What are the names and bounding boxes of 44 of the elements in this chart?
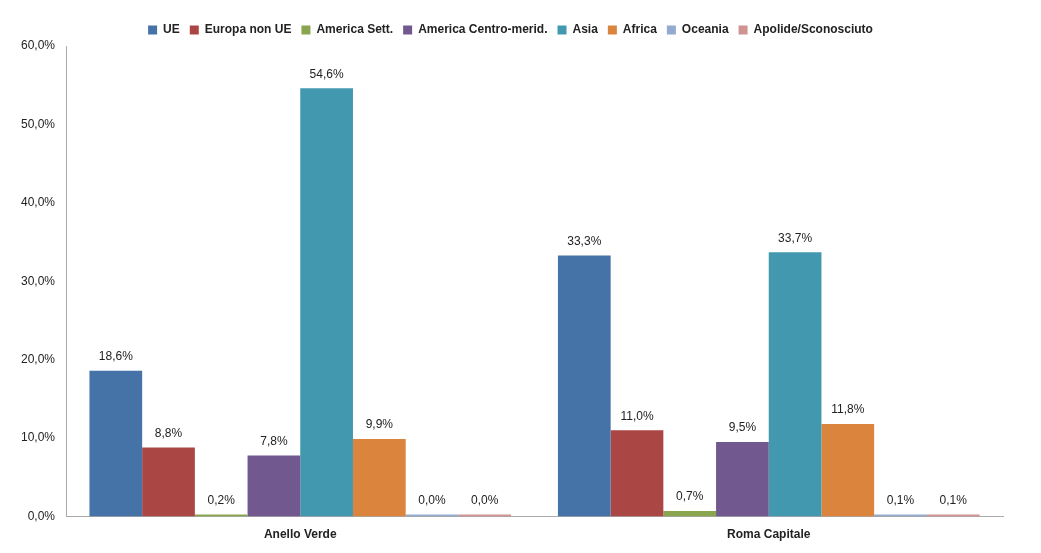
bar — [352, 438, 406, 517]
data-label: 18,6% — [98, 349, 134, 364]
legend-label: America Centro-merid. — [418, 22, 548, 37]
bar — [300, 88, 353, 517]
data-label: 54,6% — [309, 66, 344, 81]
y-tick-label: 60,0% — [20, 38, 56, 53]
bar — [716, 442, 769, 517]
legend-label: Africa — [622, 22, 658, 37]
y-tick-label: 0,0% — [27, 508, 56, 523]
data-label: 0,0% — [418, 492, 447, 507]
legend-label: Oceania — [681, 22, 729, 37]
data-label: 9,5% — [728, 420, 757, 435]
bar — [663, 511, 717, 517]
legend-label: Apolide/Sconosciuto — [753, 22, 873, 37]
data-label: 33,7% — [778, 230, 813, 245]
data-label: 0,2% — [207, 492, 236, 507]
legend-label: Europa non UE — [204, 22, 292, 37]
data-label: 0,0% — [471, 492, 499, 507]
bar — [610, 430, 664, 517]
bar — [247, 455, 301, 517]
data-label: 7,8% — [260, 433, 288, 448]
data-label: 9,9% — [365, 417, 394, 432]
bar — [768, 252, 822, 517]
bar — [821, 424, 875, 517]
data-label: 8,8% — [154, 425, 183, 440]
legend-label: America Sett. — [316, 22, 394, 37]
bar — [557, 255, 611, 517]
y-tick-label: 20,0% — [20, 352, 56, 367]
x-tick-label: Roma Capitale — [727, 527, 811, 542]
data-label: 0,1% — [939, 492, 968, 507]
bar — [142, 447, 195, 517]
data-label: 11,8% — [831, 402, 865, 417]
y-tick-label: 40,0% — [20, 195, 56, 210]
legend-label: UE — [163, 22, 180, 37]
legend-label: Asia — [572, 22, 599, 37]
x-tick-label: Anello Verde — [263, 527, 337, 542]
y-tick-label: 10,0% — [20, 430, 56, 445]
y-tick-label: 50,0% — [20, 116, 56, 131]
data-label: 0,1% — [886, 492, 915, 507]
bar — [89, 370, 143, 517]
data-label: 33,3% — [567, 233, 602, 248]
data-label: 11,0% — [620, 408, 654, 423]
data-label: 0,7% — [676, 489, 704, 504]
y-tick-label: 30,0% — [20, 273, 56, 288]
